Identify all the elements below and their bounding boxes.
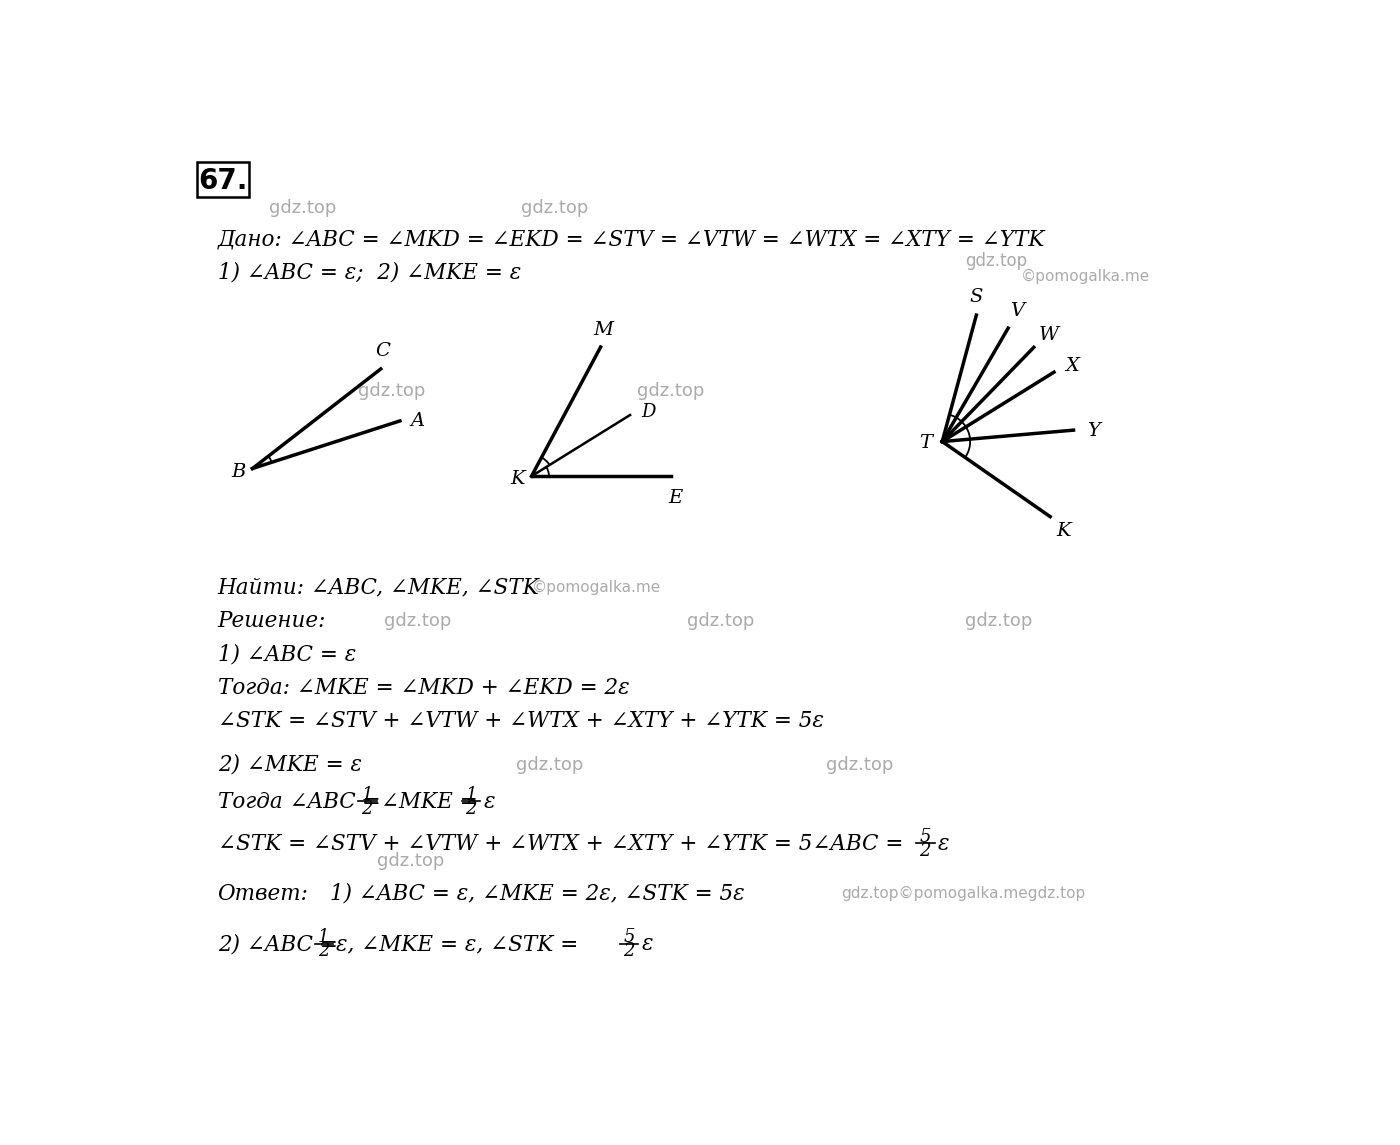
Text: 1: 1 (361, 785, 372, 804)
Text: gdz.top: gdz.top (517, 756, 584, 774)
Text: 5: 5 (623, 929, 636, 947)
Text: Дано: ∠ABC = ∠MKD = ∠EKD = ∠STV = ∠VTW = ∠WTX = ∠XTY = ∠YTK: Дано: ∠ABC = ∠MKD = ∠EKD = ∠STV = ∠VTW =… (217, 229, 1046, 251)
Text: Ответ:: Ответ: (217, 883, 308, 905)
Text: D: D (641, 403, 655, 421)
Text: 1) ∠ABC = ε;  2) ∠MKE = ε: 1) ∠ABC = ε; 2) ∠MKE = ε (217, 261, 521, 283)
Text: 2) ∠ABC =: 2) ∠ABC = (217, 933, 344, 955)
Text: gdz.top: gdz.top (686, 611, 753, 630)
Text: gdz.top: gdz.top (521, 199, 588, 218)
Text: ε: ε (641, 933, 652, 955)
Text: X: X (1065, 356, 1079, 374)
Text: 2: 2 (361, 800, 372, 818)
Text: 2: 2 (318, 942, 329, 961)
Text: gdz.top: gdz.top (637, 382, 704, 401)
Text: 1: 1 (465, 785, 477, 804)
Text: M: M (594, 322, 613, 339)
Text: gdz.top: gdz.top (269, 199, 336, 218)
Text: 1: 1 (318, 929, 329, 947)
Text: gdz.top: gdz.top (384, 611, 452, 630)
Text: ©pomogalka.me: ©pomogalka.me (532, 581, 661, 595)
Text: Решение:: Решение: (217, 610, 326, 632)
Text: B: B (231, 463, 246, 481)
Text: W: W (1039, 326, 1058, 345)
Text: ∠STK = ∠STV + ∠VTW + ∠WTX + ∠XTY + ∠YTK = 5ε: ∠STK = ∠STV + ∠VTW + ∠WTX + ∠XTY + ∠YTK … (217, 710, 823, 732)
Text: 2: 2 (465, 800, 477, 818)
Text: 2: 2 (623, 942, 636, 961)
Text: A: A (410, 412, 424, 429)
Text: Найти: ∠ABC, ∠MKE, ∠STK: Найти: ∠ABC, ∠MKE, ∠STK (217, 577, 539, 599)
Text: 1) ∠ABC = ε: 1) ∠ABC = ε (217, 643, 356, 666)
Text: K: K (510, 471, 525, 488)
Text: Тогда ∠ABC =: Тогда ∠ABC = (217, 791, 388, 813)
Text: gdz.top: gdz.top (966, 611, 1033, 630)
Text: 2) ∠MKE = ε: 2) ∠MKE = ε (217, 753, 361, 776)
Text: 2: 2 (920, 843, 931, 860)
Text: ε, ∠MKE = ε, ∠STK =: ε, ∠MKE = ε, ∠STK = (336, 933, 585, 955)
Text: gdz.top: gdz.top (377, 852, 444, 870)
Text: ∠MKE =: ∠MKE = (381, 791, 484, 813)
Text: 67.: 67. (199, 167, 248, 196)
Text: ε: ε (938, 834, 949, 855)
Text: gdz.top: gdz.top (826, 756, 893, 774)
Text: K: K (1056, 522, 1071, 540)
Text: gdz.top©pomogalka.megdz.top: gdz.top©pomogalka.megdz.top (841, 886, 1086, 901)
Text: 5: 5 (920, 828, 931, 846)
Text: Y: Y (1088, 421, 1100, 440)
Text: S: S (970, 289, 983, 306)
Text: Тогда: ∠MKE = ∠MKD + ∠EKD = 2ε: Тогда: ∠MKE = ∠MKD + ∠EKD = 2ε (217, 677, 629, 698)
Text: ∠STK = ∠STV + ∠VTW + ∠WTX + ∠XTY + ∠YTK = 5∠ABC =: ∠STK = ∠STV + ∠VTW + ∠WTX + ∠XTY + ∠YTK … (217, 834, 910, 855)
Text: gdz.top: gdz.top (358, 382, 426, 401)
Text: T: T (918, 434, 932, 452)
Text: C: C (375, 341, 389, 360)
Text: ε: ε (483, 791, 496, 813)
Text: ©pomogalka.me: ©pomogalka.me (1021, 268, 1151, 284)
Text: V: V (1011, 302, 1025, 321)
Text: E: E (669, 489, 683, 506)
Text: gdz.top: gdz.top (966, 252, 1028, 269)
Text: 1) ∠ABC = ε, ∠MKE = 2ε, ∠STK = 5ε: 1) ∠ABC = ε, ∠MKE = 2ε, ∠STK = 5ε (330, 883, 745, 905)
FancyBboxPatch shape (196, 163, 249, 197)
